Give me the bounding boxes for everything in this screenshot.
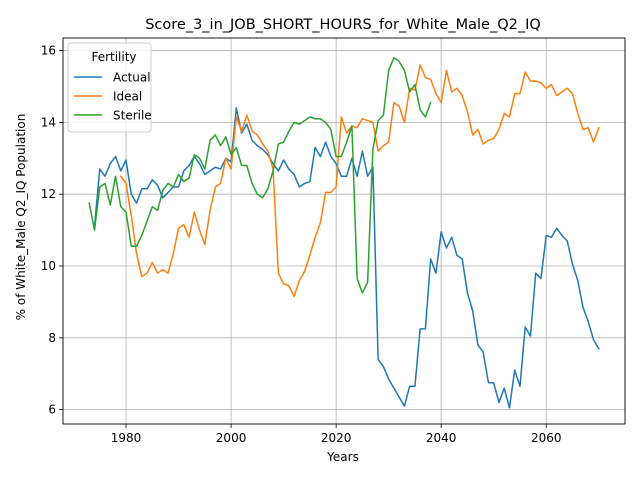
- legend-label-ideal: Ideal: [113, 90, 142, 104]
- chart-title: Score_3_in_JOB_SHORT_HOURS_for_White_Mal…: [145, 17, 541, 33]
- series-line-actual: [93, 107, 600, 409]
- x-tick-label: 2000: [216, 431, 247, 445]
- legend-title: Fertility: [91, 50, 136, 64]
- legend-box: [67, 42, 152, 133]
- series-line-ideal: [119, 64, 600, 298]
- x-tick-label: 2040: [426, 431, 457, 445]
- legend-label-actual: Actual: [113, 71, 151, 85]
- legend: Fertility Actual Ideal Sterile: [67, 42, 152, 133]
- series-lines: [88, 57, 600, 409]
- series-line-sterile: [88, 57, 432, 294]
- y-axis-label: % of White_Male Q2_IQ Population: [14, 114, 28, 321]
- x-axis-label: Years: [326, 450, 359, 464]
- x-tick-label: 2060: [531, 431, 562, 445]
- y-tick-label: 10: [41, 259, 56, 273]
- y-tick-label: 6: [48, 403, 56, 417]
- axis-ticks: 1980 2000 2020 2040 2060 6 8 10 12 14 16: [41, 44, 562, 445]
- legend-items: Actual Ideal Sterile: [74, 71, 152, 123]
- y-tick-label: 16: [41, 44, 56, 58]
- legend-label-sterile: Sterile: [113, 109, 152, 123]
- y-tick-label: 8: [48, 331, 56, 345]
- x-tick-label: 2020: [321, 431, 352, 445]
- y-tick-label: 14: [41, 115, 56, 129]
- plot-frame: [62, 37, 626, 425]
- grid: [63, 38, 625, 424]
- y-tick-label: 12: [41, 187, 56, 201]
- x-tick-label: 1980: [111, 431, 142, 445]
